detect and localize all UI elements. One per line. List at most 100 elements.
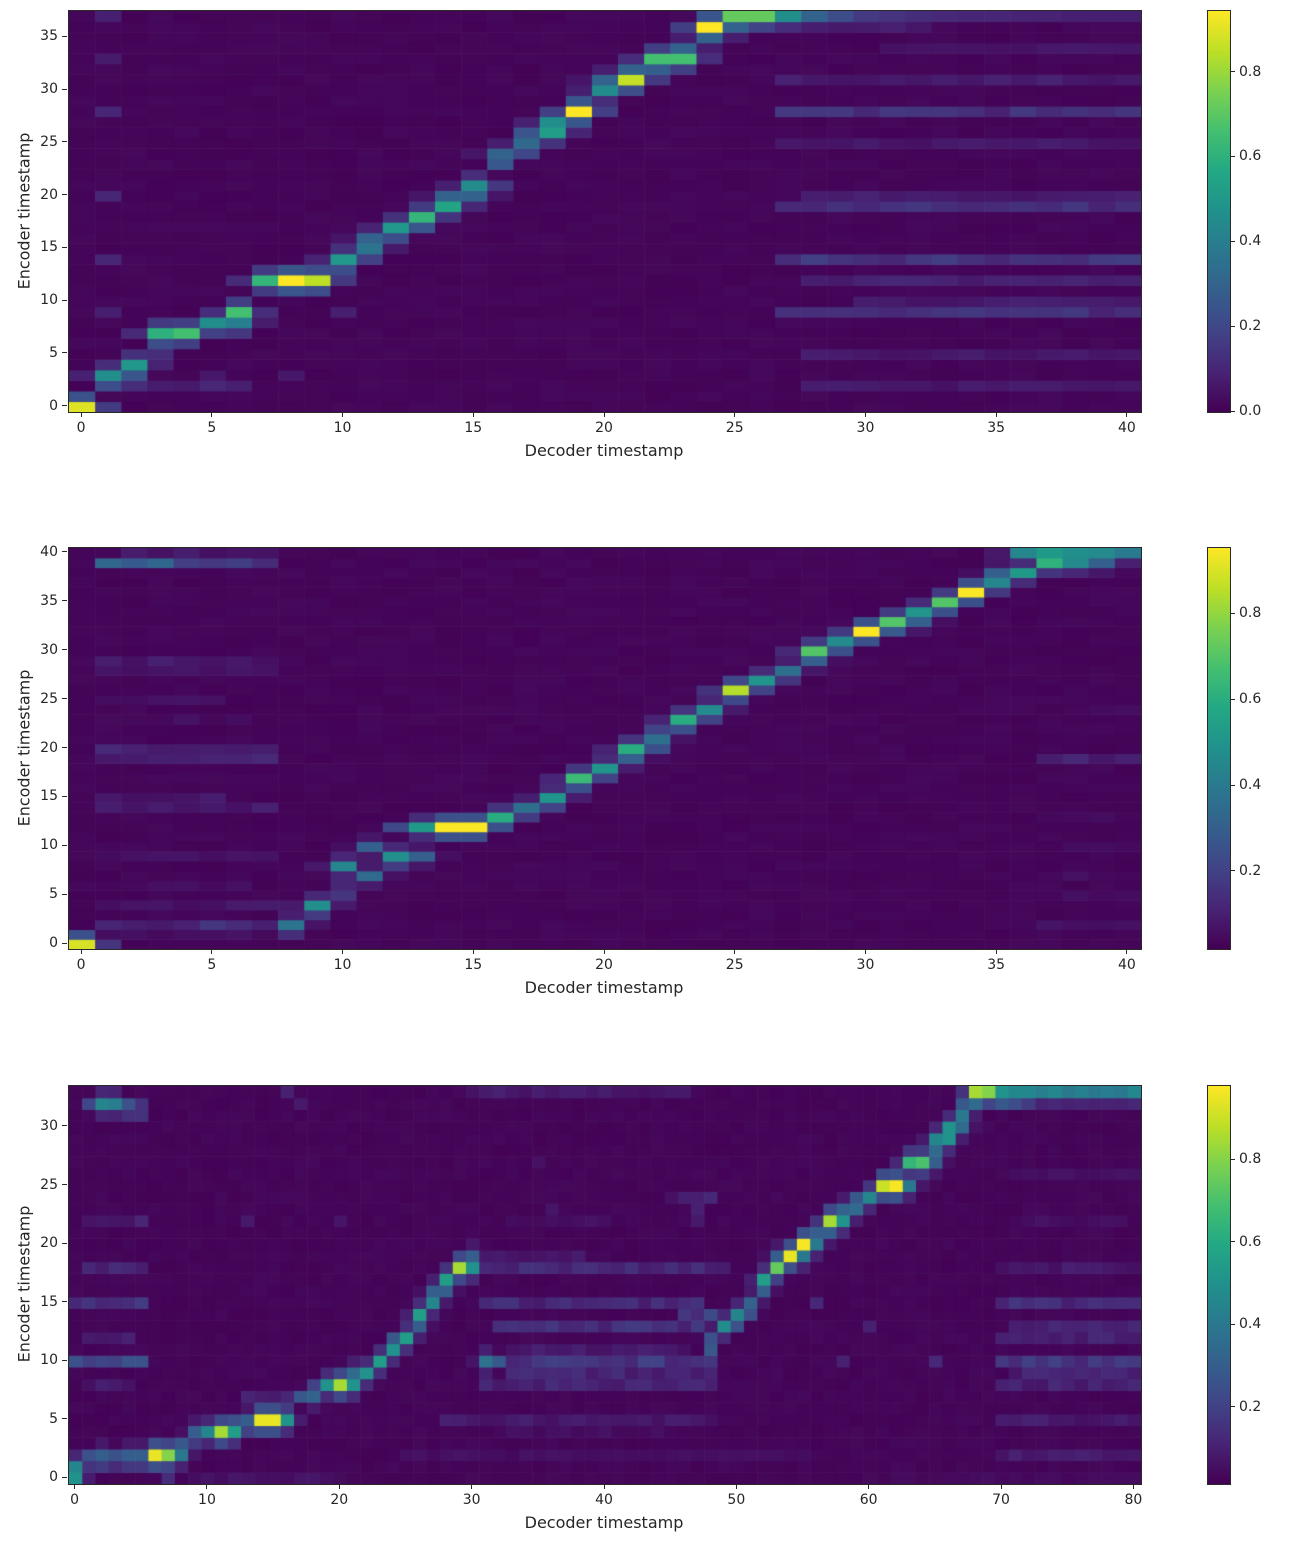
- y-tick-mark: [62, 942, 67, 944]
- y-tick-mark: [62, 352, 67, 354]
- colorbar-tick-mark: [1230, 1406, 1235, 1408]
- y-tick-mark: [62, 893, 67, 895]
- heatmap-3-canvas: [68, 1085, 1142, 1485]
- x-tick-mark: [1126, 412, 1128, 417]
- y-tick-mark: [62, 1359, 67, 1361]
- colorbar-tick-label: 0.8: [1239, 605, 1262, 622]
- colorbar-tick-label: 0.6: [1239, 1233, 1262, 1250]
- y-tick-label: 30: [40, 1117, 58, 1134]
- x-tick-mark: [1132, 1484, 1134, 1489]
- x-tick-label: 35: [987, 420, 1006, 436]
- y-tick-label: 25: [40, 133, 58, 150]
- y-tick-label: 25: [40, 1176, 58, 1193]
- y-tick-mark: [62, 649, 67, 651]
- y-tick-mark: [62, 1418, 67, 1420]
- colorbar-tick-label: 0.8: [1239, 63, 1262, 80]
- x-tick-mark: [864, 949, 866, 954]
- x-tick-mark: [734, 949, 736, 954]
- x-tick-label: 5: [207, 957, 217, 973]
- x-axis-label: Decoder timestamp: [524, 1513, 684, 1532]
- y-tick-mark: [62, 600, 67, 602]
- y-tick-mark: [62, 698, 67, 700]
- heatmap-2-canvas: [68, 547, 1142, 950]
- x-tick-label: 0: [70, 1492, 80, 1508]
- y-tick-mark: [62, 246, 67, 248]
- x-tick-mark: [603, 949, 605, 954]
- colorbar-tick-label: 0.8: [1239, 1151, 1262, 1168]
- colorbar-tick-label: 0.2: [1239, 862, 1262, 879]
- x-tick-mark: [342, 949, 344, 954]
- x-tick-label: 0: [76, 420, 86, 436]
- y-tick-label: 35: [40, 592, 58, 609]
- y-axis-label: Encoder timestamp: [14, 1205, 34, 1363]
- colorbar-tick-label: 0.4: [1239, 777, 1262, 794]
- x-tick-label: 15: [464, 420, 483, 436]
- y-tick-label: 30: [40, 641, 58, 658]
- colorbar-tick-mark: [1230, 1323, 1235, 1325]
- y-tick-label: 5: [49, 1410, 58, 1427]
- y-tick-label: 0: [49, 1469, 58, 1486]
- y-tick-mark: [62, 1242, 67, 1244]
- x-tick-label: 20: [595, 957, 613, 973]
- x-tick-mark: [472, 949, 474, 954]
- x-tick-label: 30: [856, 957, 875, 973]
- x-tick-label: 40: [595, 1492, 613, 1508]
- x-tick-label: 40: [1118, 957, 1136, 973]
- y-tick-mark: [62, 1301, 67, 1303]
- colorbar-1-canvas: [1207, 10, 1231, 413]
- x-tick-label: 0: [76, 957, 86, 973]
- x-tick-label: 15: [464, 957, 483, 973]
- colorbar-tick-mark: [1230, 71, 1235, 73]
- y-tick-mark: [62, 299, 67, 301]
- x-tick-label: 20: [330, 1492, 349, 1508]
- colorbar-tick-mark: [1230, 240, 1235, 242]
- x-tick-label: 60: [859, 1492, 878, 1508]
- x-tick-mark: [206, 1484, 208, 1489]
- y-tick-label: 20: [40, 739, 58, 756]
- x-tick-label: 25: [725, 957, 744, 973]
- x-tick-label: 35: [987, 957, 1006, 973]
- y-tick-label: 10: [40, 837, 58, 854]
- colorbar-tick-label: 0.4: [1239, 233, 1262, 250]
- colorbar-tick-mark: [1230, 1241, 1235, 1243]
- x-tick-mark: [74, 1484, 76, 1489]
- x-tick-mark: [1126, 949, 1128, 954]
- y-tick-mark: [62, 1476, 67, 1478]
- x-tick-mark: [1000, 1484, 1002, 1489]
- x-tick-label: 30: [856, 420, 875, 436]
- x-tick-mark: [471, 1484, 473, 1489]
- colorbar-tick-label: 0.2: [1239, 318, 1262, 335]
- x-tick-mark: [603, 412, 605, 417]
- colorbar-tick-mark: [1230, 784, 1235, 786]
- x-tick-mark: [80, 412, 82, 417]
- x-tick-mark: [864, 412, 866, 417]
- colorbar-tick-label: 0.6: [1239, 691, 1262, 708]
- y-tick-mark: [62, 35, 67, 37]
- y-tick-label: 30: [40, 81, 58, 98]
- x-tick-mark: [342, 412, 344, 417]
- x-tick-mark: [995, 949, 997, 954]
- heatmap-1-canvas: [68, 10, 1142, 413]
- x-tick-label: 10: [198, 1492, 216, 1508]
- y-tick-mark: [62, 88, 67, 90]
- y-tick-mark: [62, 405, 67, 407]
- x-tick-mark: [211, 949, 213, 954]
- x-tick-label: 5: [207, 420, 217, 436]
- x-tick-mark: [995, 412, 997, 417]
- x-tick-label: 70: [992, 1492, 1010, 1508]
- x-tick-label: 50: [727, 1492, 746, 1508]
- colorbar-tick-mark: [1230, 325, 1235, 327]
- y-tick-label: 10: [40, 292, 58, 309]
- y-tick-label: 15: [40, 1293, 58, 1310]
- y-tick-label: 5: [49, 886, 58, 903]
- x-tick-mark: [211, 412, 213, 417]
- y-tick-label: 0: [49, 397, 58, 414]
- colorbar-tick-mark: [1230, 155, 1235, 157]
- x-tick-label: 10: [333, 957, 352, 973]
- colorbar-tick-label: 0.6: [1239, 148, 1262, 165]
- y-tick-label: 5: [49, 344, 58, 361]
- colorbar-tick-label: 0.0: [1239, 403, 1262, 419]
- x-tick-mark: [338, 1484, 340, 1489]
- x-tick-label: 10: [333, 420, 352, 436]
- x-tick-mark: [80, 949, 82, 954]
